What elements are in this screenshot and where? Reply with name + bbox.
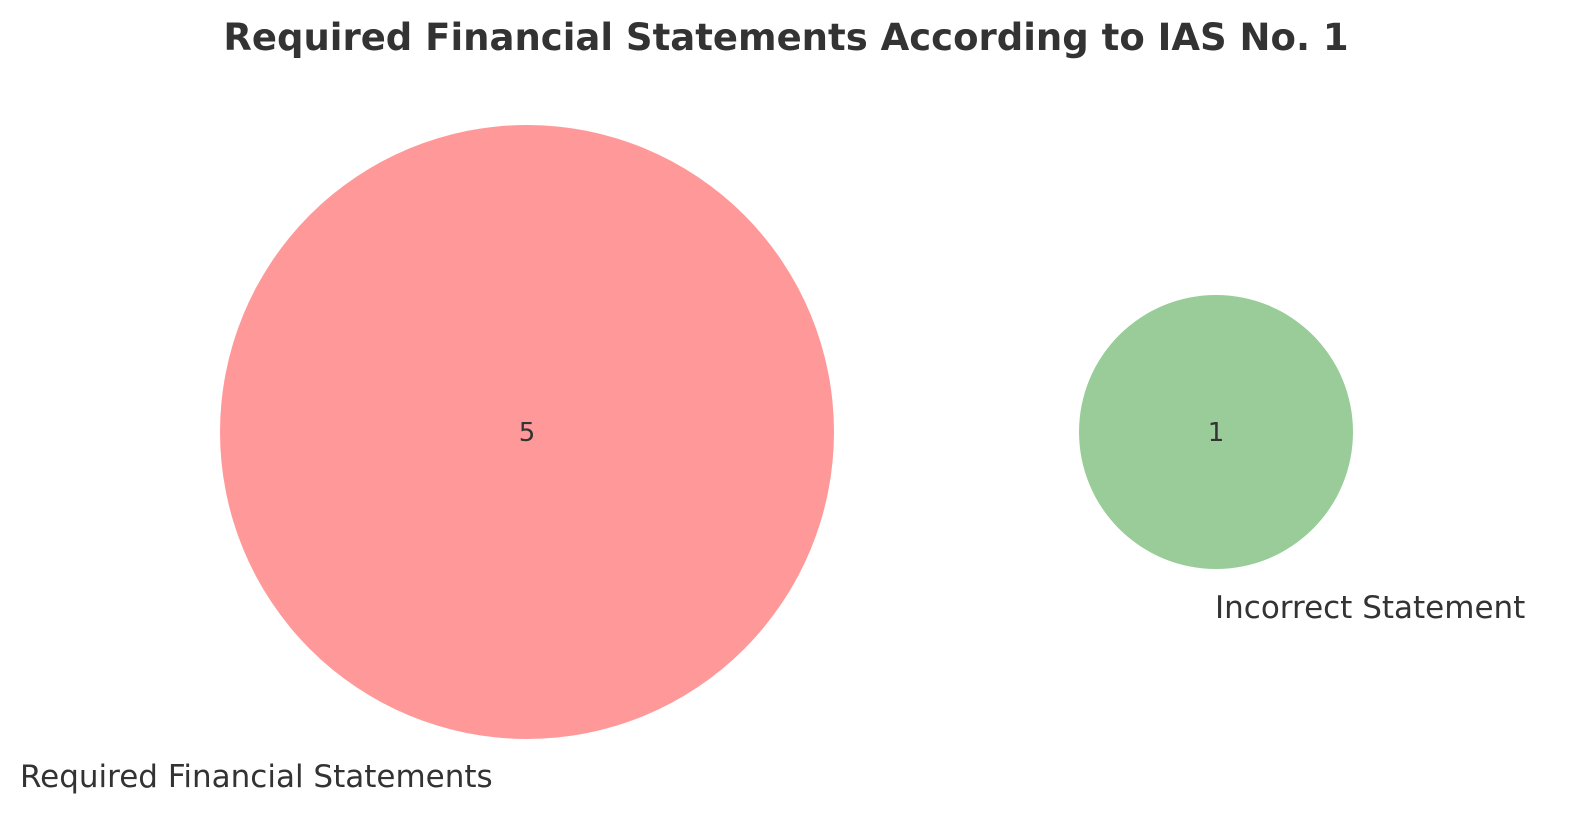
- required-statements-count: 5: [519, 418, 536, 448]
- incorrect-statement-circle: [1079, 295, 1353, 569]
- required-statements-label: Required Financial Statements: [20, 759, 493, 795]
- required-statements-circle: [220, 125, 834, 739]
- incorrect-statement-label: Incorrect Statement: [1215, 590, 1525, 626]
- diagram-title: Required Financial Statements According …: [223, 16, 1348, 59]
- incorrect-statement-count: 1: [1208, 418, 1225, 448]
